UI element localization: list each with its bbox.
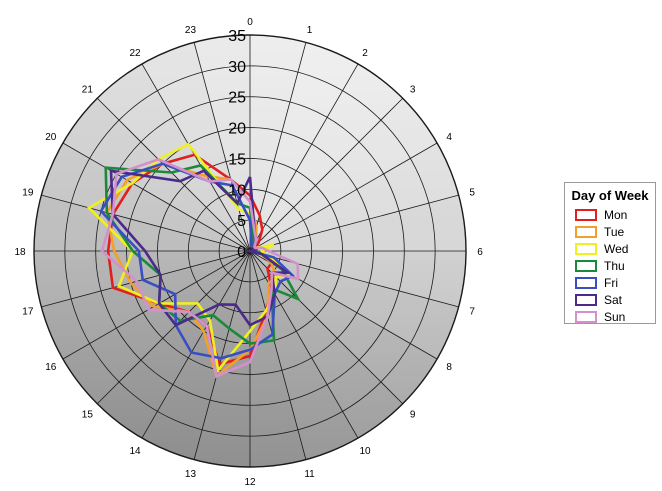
grid-spoke [249, 142, 438, 252]
legend-item-tue: Tue [565, 223, 655, 240]
sector-shade [250, 251, 403, 439]
legend-swatch [575, 310, 597, 323]
angle-tick-label: 16 [45, 362, 57, 373]
angle-tick-label: 19 [22, 187, 34, 198]
legend-item-fri: Fri [565, 274, 655, 291]
angle-tick-label: 20 [45, 132, 57, 143]
angle-tick-label: 9 [410, 410, 416, 421]
grid-spoke [141, 63, 251, 252]
legend-item-mon: Mon [565, 206, 655, 223]
grid-spoke [193, 250, 251, 460]
angle-tick-label: 17 [22, 307, 34, 318]
grid-spoke [249, 97, 404, 252]
angle-tick-label: 5 [469, 187, 475, 198]
angle-tick-label: 12 [244, 477, 256, 488]
angle-tick-label: 22 [129, 48, 141, 59]
sector-shade [142, 251, 250, 460]
legend-label: Thu [604, 258, 625, 273]
legend-swatch [575, 259, 597, 272]
legend-item-sat: Sat [565, 291, 655, 308]
angle-tick-label: 4 [446, 132, 452, 143]
sector-shade [142, 42, 250, 252]
legend-label: Fri [604, 275, 618, 290]
radial-tick-label: 10 [228, 182, 246, 199]
sector-shade [62, 251, 251, 404]
sector-shade [194, 35, 250, 251]
grid-spoke [193, 42, 251, 252]
sector-shade [250, 251, 306, 467]
angle-tick-label: 2 [362, 48, 368, 59]
grid-spoke [96, 97, 251, 252]
sector-shade [41, 143, 251, 251]
legend-label: Tue [604, 224, 625, 239]
radial-tick-label: 0 [237, 244, 246, 261]
grid-spoke [249, 250, 459, 308]
legend-item-sun: Sun [565, 308, 655, 325]
angle-tick-label: 11 [304, 469, 315, 480]
radial-tick-label: 30 [228, 59, 246, 76]
radial-tick-label: 25 [228, 90, 246, 107]
sector-shade [250, 42, 358, 252]
angle-tick-label: 21 [82, 84, 94, 95]
radial-tick-label: 15 [228, 151, 246, 168]
legend-items: Mon Tue Wed Thu Fri Sat Sun [565, 206, 655, 325]
legend-swatch [575, 276, 597, 289]
sector-shade [250, 195, 466, 251]
legend-item-wed: Wed [565, 240, 655, 257]
angle-tick-label: 18 [14, 247, 26, 258]
grid-spoke [249, 250, 307, 460]
legend-label: Sat [604, 292, 623, 307]
angle-tick-label: 8 [446, 362, 452, 373]
sector-shade [97, 251, 250, 439]
sector-shade [62, 98, 251, 251]
angle-tick-label: 14 [129, 446, 141, 457]
radial-tick-label: 5 [237, 213, 246, 230]
grid-spoke [41, 250, 251, 308]
angle-tick-label: 15 [82, 410, 94, 421]
angle-tick-label: 13 [185, 469, 197, 480]
sector-shade [250, 251, 358, 460]
angle-tick-label: 1 [307, 25, 313, 36]
radial-tick-label: 35 [228, 28, 246, 45]
sector-shade [97, 63, 250, 252]
grid-spoke [41, 194, 251, 252]
angle-tick-label: 7 [469, 307, 475, 318]
legend-swatch [575, 225, 597, 238]
sector-shade [250, 63, 403, 252]
sector-shade [250, 35, 306, 251]
legend-swatch [575, 242, 597, 255]
angle-tick-label: 3 [410, 84, 416, 95]
legend-label: Wed [604, 241, 629, 256]
sector-shade [34, 195, 250, 251]
grid-spoke [141, 250, 251, 439]
grid-spoke [62, 250, 251, 360]
sector-shade [250, 98, 438, 251]
grid-spoke [249, 194, 459, 252]
angle-tick-label: 6 [477, 247, 483, 258]
series-lines [86, 142, 301, 379]
legend-swatch [575, 293, 597, 306]
axis-labels: 0123456789101112131415161718192021222305… [14, 17, 483, 488]
angle-tick-label: 0 [247, 17, 253, 28]
sector-shade [250, 143, 459, 251]
legend-label: Mon [604, 207, 628, 222]
legend-title: Day of Week [571, 188, 649, 203]
legend-item-thu: Thu [565, 257, 655, 274]
grid-spoke [62, 142, 251, 252]
radial-tick-label: 20 [228, 121, 246, 138]
grid-spoke [249, 63, 359, 252]
sector-shade [250, 251, 459, 359]
sector-shade [250, 251, 466, 307]
angle-tick-label: 23 [185, 25, 197, 36]
legend-label: Sun [604, 309, 626, 324]
grid-spoke [96, 250, 251, 405]
legend: Day of Week Mon Tue Wed Thu Fri Sat Sun [564, 182, 656, 324]
legend-swatch [575, 208, 597, 221]
series-line-sun [100, 158, 300, 379]
sector-shade [250, 251, 438, 404]
angle-tick-label: 10 [359, 446, 371, 457]
